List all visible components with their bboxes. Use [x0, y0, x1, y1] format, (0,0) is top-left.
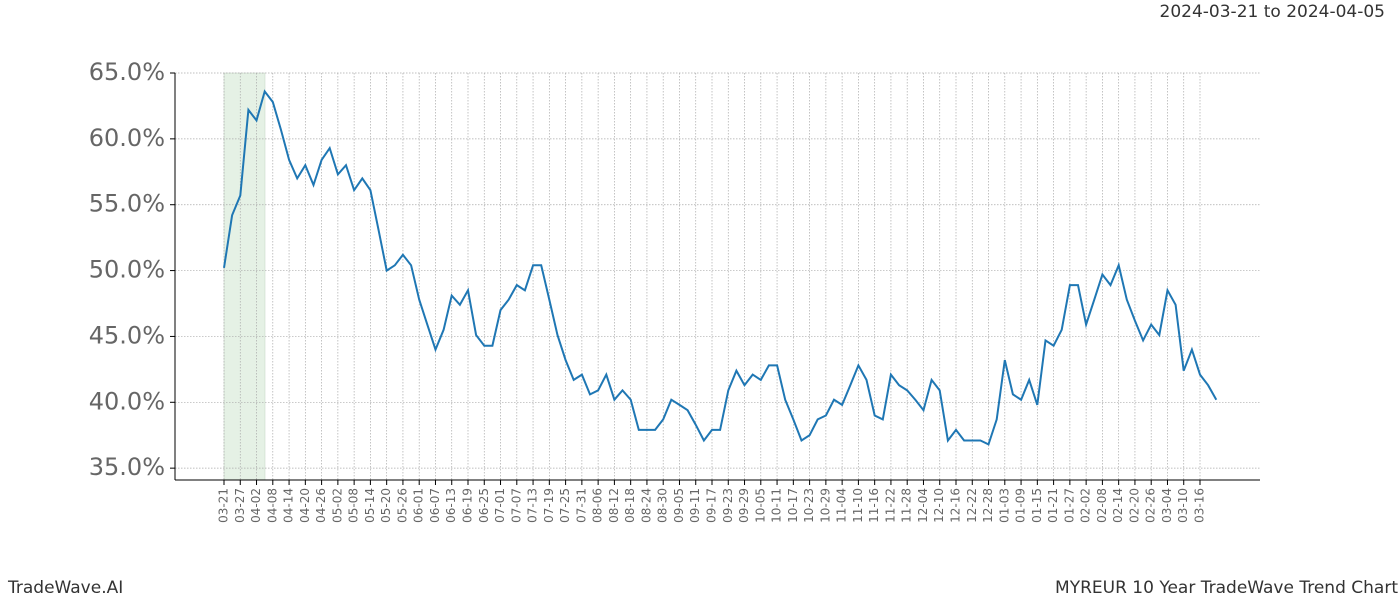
x-tick-label: 01-15 — [1030, 488, 1044, 523]
x-tick-label: 11-22 — [883, 488, 897, 523]
x-tick-label: 05-20 — [379, 488, 393, 523]
x-tick-label: 02-02 — [1079, 488, 1093, 523]
x-tick-label: 09-23 — [721, 488, 735, 523]
x-tick-label: 06-13 — [444, 488, 458, 523]
x-tick-label: 08-30 — [656, 488, 670, 523]
x-tick-label: 01-27 — [1062, 488, 1076, 523]
chart-title: MYREUR 10 Year TradeWave Trend Chart — [1055, 578, 1398, 598]
x-tick-label: 07-13 — [526, 488, 540, 523]
y-tick-label: 35.0% — [89, 453, 165, 481]
x-tick-label: 10-17 — [786, 488, 800, 523]
x-tick-label: 01-21 — [1046, 488, 1060, 523]
x-tick-label: 11-16 — [867, 488, 881, 523]
x-tick-label: 05-02 — [330, 488, 344, 523]
x-tick-label: 10-23 — [802, 488, 816, 523]
x-tick-label: 01-03 — [997, 488, 1011, 523]
x-tick-label: 05-14 — [363, 488, 377, 523]
x-tick-label: 02-20 — [1127, 488, 1141, 523]
x-tick-label: 03-27 — [233, 488, 247, 523]
x-tick-label: 06-01 — [412, 488, 426, 523]
x-tick-label: 07-31 — [574, 488, 588, 523]
x-tick-label: 03-16 — [1193, 488, 1207, 523]
x-tick-label: 12-22 — [965, 488, 979, 523]
x-tick-label: 08-24 — [639, 488, 653, 523]
x-tick-label: 03-10 — [1176, 488, 1190, 523]
chart-subtitle: 2024-03-21 to 2024-04-05 — [1160, 2, 1385, 22]
x-tick-label: 03-04 — [1160, 488, 1174, 523]
x-tick-label: 01-09 — [1014, 488, 1028, 523]
brand: TradeWave.AI — [7, 578, 123, 598]
x-tick-label: 12-28 — [981, 488, 995, 523]
x-tick-label: 07-01 — [493, 488, 507, 523]
x-tick-label: 04-02 — [249, 488, 263, 523]
x-tick-label: 11-10 — [851, 488, 865, 523]
x-tick-label: 12-10 — [932, 488, 946, 523]
y-tick-label: 65.0% — [89, 58, 165, 86]
x-tick-label: 10-05 — [753, 488, 767, 523]
x-tick-label: 07-19 — [542, 488, 556, 523]
x-tick-label: 11-28 — [900, 488, 914, 523]
x-tick-label: 04-20 — [298, 488, 312, 523]
y-tick-label: 40.0% — [89, 387, 165, 415]
x-tick-label: 12-04 — [916, 488, 930, 523]
x-tick-label: 10-29 — [818, 488, 832, 523]
x-tick-label: 07-07 — [509, 488, 523, 523]
x-tick-label: 09-17 — [705, 488, 719, 523]
x-tick-label: 08-12 — [607, 488, 621, 523]
x-tick-label: 03-21 — [217, 488, 231, 523]
y-tick-label: 50.0% — [89, 256, 165, 284]
x-tick-label: 06-25 — [477, 488, 491, 523]
x-tick-label: 02-26 — [1144, 488, 1158, 523]
x-tick-label: 04-08 — [265, 488, 279, 523]
y-tick-label: 60.0% — [89, 124, 165, 152]
x-tick-label: 09-29 — [737, 488, 751, 523]
x-tick-label: 04-14 — [282, 488, 296, 523]
x-tick-label: 02-14 — [1111, 488, 1125, 523]
x-tick-label: 04-26 — [314, 488, 328, 523]
x-tick-label: 05-08 — [347, 488, 361, 523]
x-tick-label: 07-25 — [558, 488, 572, 523]
x-tick-label: 02-08 — [1095, 488, 1109, 523]
x-tick-label: 05-26 — [395, 488, 409, 523]
x-tick-label: 06-07 — [428, 488, 442, 523]
x-tick-label: 06-19 — [461, 488, 475, 523]
y-tick-label: 45.0% — [89, 321, 165, 349]
x-tick-label: 10-11 — [770, 488, 784, 523]
y-tick-label: 55.0% — [89, 190, 165, 218]
x-tick-label: 09-11 — [688, 488, 702, 523]
x-tick-label: 08-18 — [623, 488, 637, 523]
highlight-band — [223, 72, 266, 481]
x-tick-label: 08-06 — [591, 488, 605, 523]
x-tick-label: 12-16 — [949, 488, 963, 523]
x-tick-label: 11-04 — [835, 488, 849, 523]
x-tick-label: 09-05 — [672, 488, 686, 523]
line-series — [223, 89, 1218, 446]
